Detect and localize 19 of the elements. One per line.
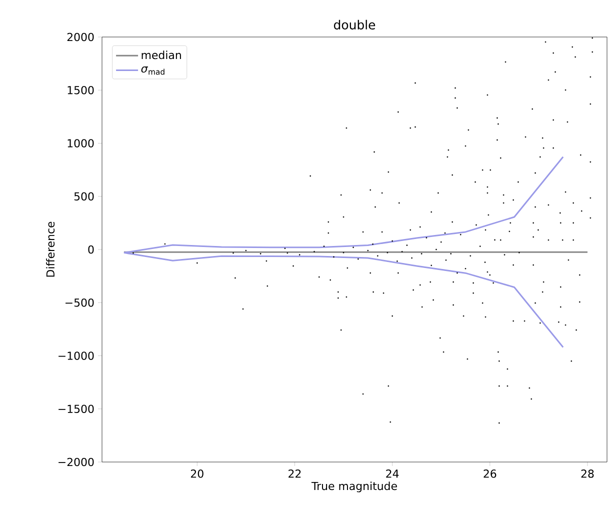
x-tick-label: 26 [484, 470, 496, 478]
chart-title: double [334, 20, 376, 30]
y-tick-label: −1500 [58, 404, 94, 414]
x-tick-label: 20 [190, 470, 204, 478]
y-axis-title: Difference [46, 222, 55, 277]
y-tick-label: 0 [88, 245, 94, 254]
legend-label: σ$_{mad}$ [141, 66, 164, 75]
y-tick-label: −1000 [58, 352, 94, 360]
x-tick-label: 28 [581, 470, 594, 478]
legend-label: median [142, 50, 181, 60]
x-tick-label: 22 [288, 470, 301, 478]
y-tick-label: 1000 [68, 139, 94, 148]
y-tick-label: −500 [66, 298, 94, 307]
x-tick-label: 24 [386, 470, 399, 478]
y-tick-label: 500 [74, 192, 94, 201]
y-tick-label: −2000 [58, 458, 94, 466]
y-tick-label: 1500 [68, 86, 94, 94]
y-tick-label: 2000 [67, 32, 94, 42]
x-axis-title: True magnitude [311, 482, 397, 492]
